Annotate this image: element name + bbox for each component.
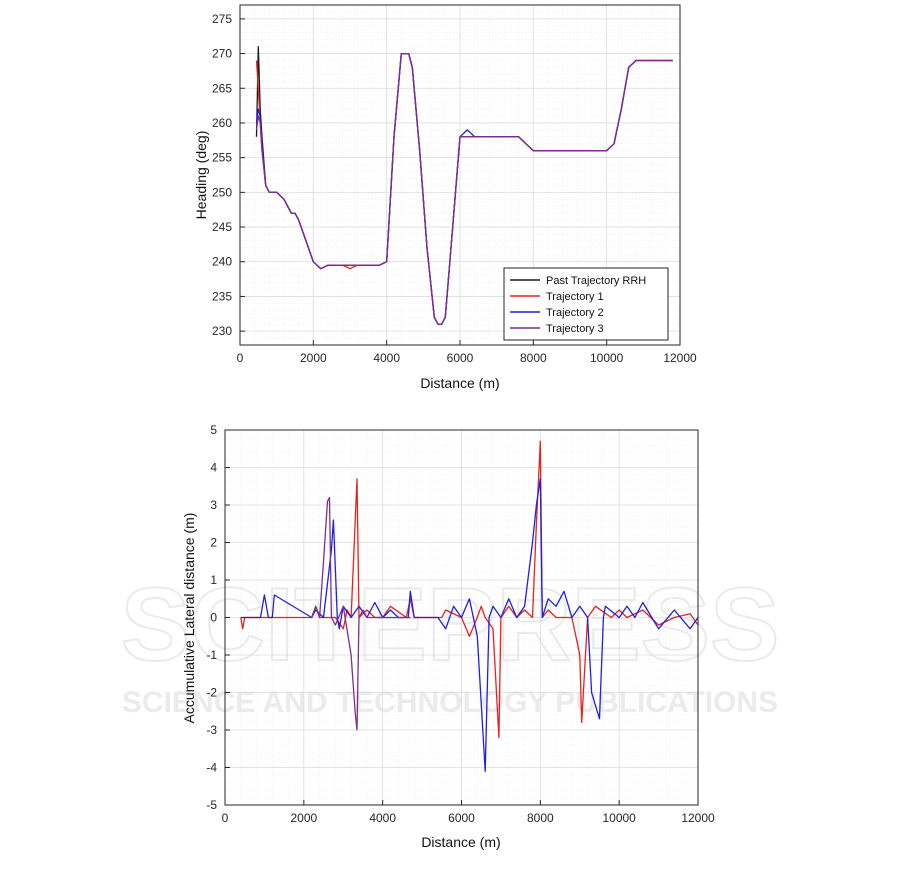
heading-chart-y-axis-label: Heading (deg) (193, 131, 209, 220)
lateral-chart-y-tick-label: -2 (206, 686, 217, 700)
watermark-subtext: SCIENCE AND TECHNOLOGY PUBLICATIONS (122, 686, 778, 719)
heading-chart-x-tick-label: 10000 (590, 351, 624, 365)
lateral-chart-x-tick-label: 10000 (602, 811, 636, 825)
lateral-chart: 0 2000 4000 6000 8000 10000 12000 -5 -4 -3 -2 -1 0 1 2… (181, 423, 715, 850)
heading-chart-x-axis-label: Distance (m) (420, 375, 499, 391)
lateral-chart-x-tick-label: 4000 (369, 811, 396, 825)
heading-chart-y-tick-label: 270 (212, 47, 232, 61)
lateral-chart-x-tick-label: 6000 (448, 811, 475, 825)
legend-label-trajectory-2: Trajectory 2 (546, 307, 604, 319)
lateral-chart-y-axis-label: Accumulative Lateral distance (m) (181, 513, 197, 724)
lateral-chart-x-tick-label: 12000 (681, 811, 715, 825)
lateral-chart-y-tick-label: -4 (206, 761, 217, 775)
legend-label-trajectory-1: Trajectory 1 (546, 291, 604, 303)
heading-chart: 0 2000 4000 6000 8000 10000 12000 230 235 240 245 2… (193, 4, 697, 391)
heading-chart-y-tick-label: 260 (212, 116, 232, 130)
lateral-chart-series-trajectory-3 (311, 496, 411, 731)
lateral-chart-x-axis-label: Distance (m) (421, 834, 500, 850)
legend-label-past-trajectory-rrh: Past Trajectory RRH (546, 275, 646, 287)
lateral-chart-y-tick-label: 5 (210, 423, 217, 437)
lateral-chart-y-tick-label: 0 (210, 611, 217, 625)
watermark: SCITEPRESS SCIENCE AND TECHNOLOGY PUBLIC… (120, 566, 781, 719)
heading-chart-y-tick-label: 275 (212, 12, 232, 26)
lateral-chart-y-tick-label: -1 (206, 648, 217, 662)
heading-chart-x-tick-label: 2000 (300, 351, 327, 365)
lateral-chart-y-tick-label: -5 (206, 798, 217, 812)
heading-chart-x-tick-label: 8000 (520, 351, 547, 365)
lateral-chart-ticks: 0 2000 4000 6000 8000 10000 12000 -5 -4 -3 -2 -1 0 1 2… (206, 423, 715, 825)
lateral-chart-y-tick-label: 1 (210, 573, 217, 587)
heading-chart-x-tick-label: 6000 (447, 351, 474, 365)
lateral-chart-y-tick-label: 2 (210, 536, 217, 550)
heading-chart-y-tick-label: 265 (212, 81, 232, 95)
lateral-chart-y-tick-label: 4 (210, 461, 217, 475)
heading-chart-ticks: 0 2000 4000 6000 8000 10000 12000 230 235 240 245 2… (212, 12, 697, 365)
heading-chart-x-tick-label: 0 (237, 351, 244, 365)
heading-chart-grid (239, 4, 681, 346)
heading-chart-legend: Past Trajectory RRH Trajectory 1 Trajector… (503, 267, 669, 341)
heading-chart-series-trajectory-3 (255, 52, 673, 325)
lateral-chart-x-tick-label: 8000 (527, 811, 554, 825)
heading-chart-series (255, 45, 673, 325)
heading-chart-y-tick-label: 255 (212, 151, 232, 165)
heading-chart-y-tick-label: 230 (212, 324, 232, 338)
lateral-chart-series (240, 440, 699, 772)
heading-chart-y-tick-label: 235 (212, 289, 232, 303)
legend-label-trajectory-3: Trajectory 3 (546, 323, 604, 335)
heading-chart-x-tick-label: 4000 (373, 351, 400, 365)
heading-chart-y-tick-label: 245 (212, 220, 232, 234)
lateral-chart-x-tick-label: 0 (222, 811, 229, 825)
heading-chart-x-tick-label: 12000 (663, 351, 697, 365)
lateral-chart-y-tick-label: 3 (210, 498, 217, 512)
lateral-chart-y-tick-label: -3 (206, 723, 217, 737)
lateral-chart-x-tick-label: 2000 (290, 811, 317, 825)
heading-chart-y-tick-label: 240 (212, 255, 232, 269)
heading-chart-y-tick-label: 250 (212, 185, 232, 199)
